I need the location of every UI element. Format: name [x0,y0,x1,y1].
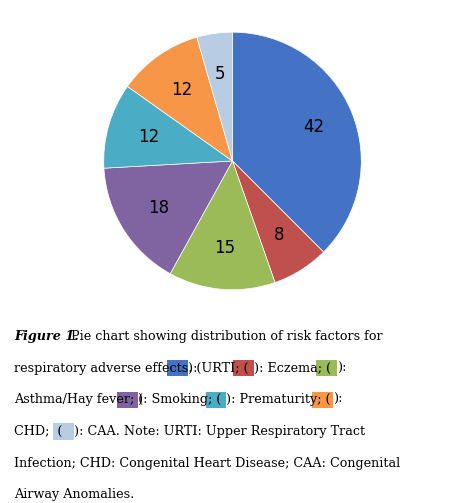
Wedge shape [232,32,361,252]
Text: Pie chart showing distribution of risk factors for: Pie chart showing distribution of risk f… [67,330,383,343]
FancyBboxPatch shape [53,424,74,440]
Text: Infection; CHD: Congenital Heart Disease; CAA: Congenital: Infection; CHD: Congenital Heart Disease… [14,457,400,470]
FancyBboxPatch shape [167,360,188,376]
Wedge shape [127,37,232,161]
Text: Asthma/Hay fever; (: Asthma/Hay fever; ( [14,393,143,406]
Wedge shape [232,161,324,283]
Text: 8: 8 [274,226,284,244]
Text: CHD;  (: CHD; ( [14,425,62,438]
FancyBboxPatch shape [312,392,333,408]
Text: Figure 1.: Figure 1. [14,330,79,343]
Wedge shape [170,161,275,290]
Text: 12: 12 [138,128,159,146]
Text: ): Smoking; (: ): Smoking; ( [138,393,221,406]
Text: ): Eczema; (: ): Eczema; ( [254,362,332,375]
Wedge shape [104,161,232,274]
Text: 5: 5 [215,65,226,83]
FancyBboxPatch shape [117,392,138,408]
Wedge shape [104,87,232,168]
Text: 42: 42 [303,118,324,136]
Text: ): Prematurity; (: ): Prematurity; ( [226,393,331,406]
Wedge shape [197,32,232,161]
FancyBboxPatch shape [206,392,226,408]
Text: ): CAA. Note: URTI: Upper Respiratory Tract: ): CAA. Note: URTI: Upper Respiratory Tr… [74,425,365,438]
Text: 18: 18 [148,199,169,217]
Text: 15: 15 [214,239,236,257]
Text: 12: 12 [171,80,193,99]
FancyBboxPatch shape [233,360,254,376]
Text: respiratory adverse effects. (: respiratory adverse effects. ( [14,362,201,375]
Text: ):: ): [333,393,343,406]
Text: ): URTI; (: ): URTI; ( [188,362,248,375]
Text: Airway Anomalies.: Airway Anomalies. [14,488,134,501]
FancyBboxPatch shape [316,360,337,376]
Text: ):: ): [337,362,346,375]
